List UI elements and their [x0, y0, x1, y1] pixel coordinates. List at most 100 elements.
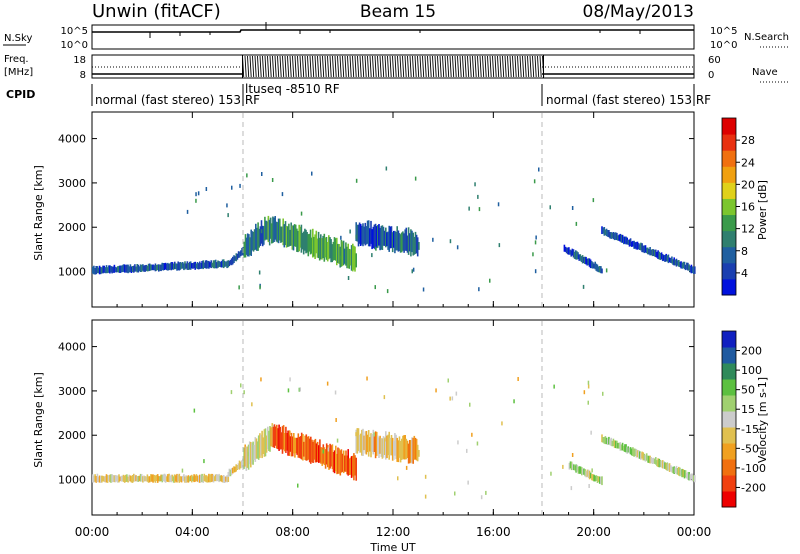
- echo-mark: [281, 226, 283, 242]
- colorbar-swatch: [722, 118, 736, 135]
- echo-mark: [394, 433, 396, 456]
- cpid-segment-2: ltuseq -8510 RF: [245, 82, 340, 96]
- echo-mark: [364, 431, 367, 454]
- echo-mark: [242, 458, 244, 467]
- echo-mark: [123, 475, 126, 483]
- echo-mark: [305, 434, 308, 461]
- echo-mark: [648, 248, 650, 255]
- nsearch-label: N.Search: [744, 32, 789, 43]
- echo-mark: [367, 430, 370, 457]
- echo-mark: [412, 232, 414, 256]
- echo-mark: [605, 228, 608, 237]
- echo-mark: [103, 476, 105, 482]
- echo-mark: [621, 442, 624, 451]
- echo-mark: [603, 437, 606, 444]
- echo-mark: [131, 475, 134, 483]
- echo-mark: [593, 474, 595, 482]
- colorbar-tick-label: 20: [741, 178, 755, 191]
- echo-mark: [401, 232, 403, 253]
- echo-mark: [647, 247, 649, 255]
- echo-mark: [414, 231, 417, 254]
- echo-mark: [653, 458, 656, 464]
- echo-mark: [594, 475, 596, 482]
- echo-mark: [94, 268, 96, 275]
- echo-mark: [406, 440, 409, 458]
- echo-mark: [374, 431, 377, 459]
- echo-mark: [681, 262, 683, 269]
- echo-mark: [501, 421, 503, 426]
- echo-mark: [158, 476, 160, 482]
- echo-mark: [411, 437, 413, 464]
- echo-mark: [468, 206, 470, 211]
- nsky-tick-top: 10^5: [61, 26, 88, 37]
- echo-mark: [113, 264, 116, 273]
- echo-mark: [163, 473, 166, 482]
- echo-mark: [359, 433, 362, 453]
- echo-mark: [328, 447, 330, 470]
- echo-mark: [174, 474, 176, 483]
- echo-mark: [402, 231, 404, 251]
- echo-mark: [374, 285, 376, 290]
- echo-mark: [655, 249, 657, 258]
- echo-mark: [347, 243, 349, 269]
- echo-mark: [216, 262, 218, 269]
- echo-mark: [250, 229, 252, 256]
- echo-mark: [327, 447, 330, 452]
- y-tick-label: 3000: [58, 177, 86, 190]
- echo-mark: [164, 262, 167, 270]
- echo-mark: [694, 266, 696, 274]
- echo-mark: [217, 260, 219, 268]
- echo-mark: [656, 251, 658, 258]
- echo-mark: [624, 444, 626, 452]
- x-axis-label: Time UT: [369, 541, 415, 554]
- x-tick-label: 12:00: [376, 525, 411, 539]
- echo-mark: [233, 255, 235, 263]
- echo-mark: [243, 447, 245, 469]
- echo-mark: [394, 230, 396, 254]
- echo-mark: [274, 216, 276, 240]
- echo-mark: [668, 257, 671, 263]
- echo-mark: [457, 440, 459, 445]
- echo-mark: [641, 243, 643, 253]
- echo-mark: [642, 245, 644, 253]
- echo-mark: [266, 221, 268, 240]
- echo-mark: [315, 443, 318, 463]
- echo-mark: [674, 259, 677, 266]
- echo-mark: [612, 232, 615, 240]
- echo-mark: [321, 447, 323, 466]
- echo-mark: [218, 261, 220, 267]
- echo-mark: [127, 264, 129, 274]
- echo-mark: [122, 264, 125, 272]
- echo-mark: [395, 434, 397, 460]
- echo-mark: [180, 476, 183, 483]
- echo-mark: [135, 266, 137, 272]
- echo-mark: [231, 185, 233, 190]
- echo-mark: [134, 264, 136, 272]
- colorbar-tick-label: 16: [741, 201, 755, 214]
- echo-mark: [98, 475, 101, 483]
- echo-mark: [302, 434, 304, 461]
- echo-mark: [187, 263, 190, 270]
- echo-mark: [194, 261, 196, 270]
- echo-mark: [401, 438, 403, 460]
- echo-mark: [220, 475, 223, 482]
- nave-tick-bottom: 0: [708, 70, 714, 81]
- echo-mark: [375, 226, 378, 249]
- echo-mark: [589, 472, 592, 479]
- echo-mark: [627, 239, 630, 245]
- echo-mark: [604, 229, 607, 236]
- echo-mark: [588, 258, 591, 267]
- colorbar-swatch: [722, 150, 736, 167]
- echo-mark: [130, 476, 133, 483]
- echo-mark: [680, 469, 682, 476]
- echo-mark: [239, 183, 241, 188]
- echo-mark: [571, 248, 574, 256]
- power-ylabel: Slant Range [km]: [32, 165, 45, 261]
- echo-mark: [197, 263, 200, 270]
- echo-mark: [102, 265, 104, 274]
- echo-mark: [334, 238, 337, 261]
- echo-mark: [333, 450, 336, 474]
- echo-mark: [281, 426, 284, 454]
- echo-mark: [150, 264, 152, 271]
- echo-mark: [214, 474, 217, 482]
